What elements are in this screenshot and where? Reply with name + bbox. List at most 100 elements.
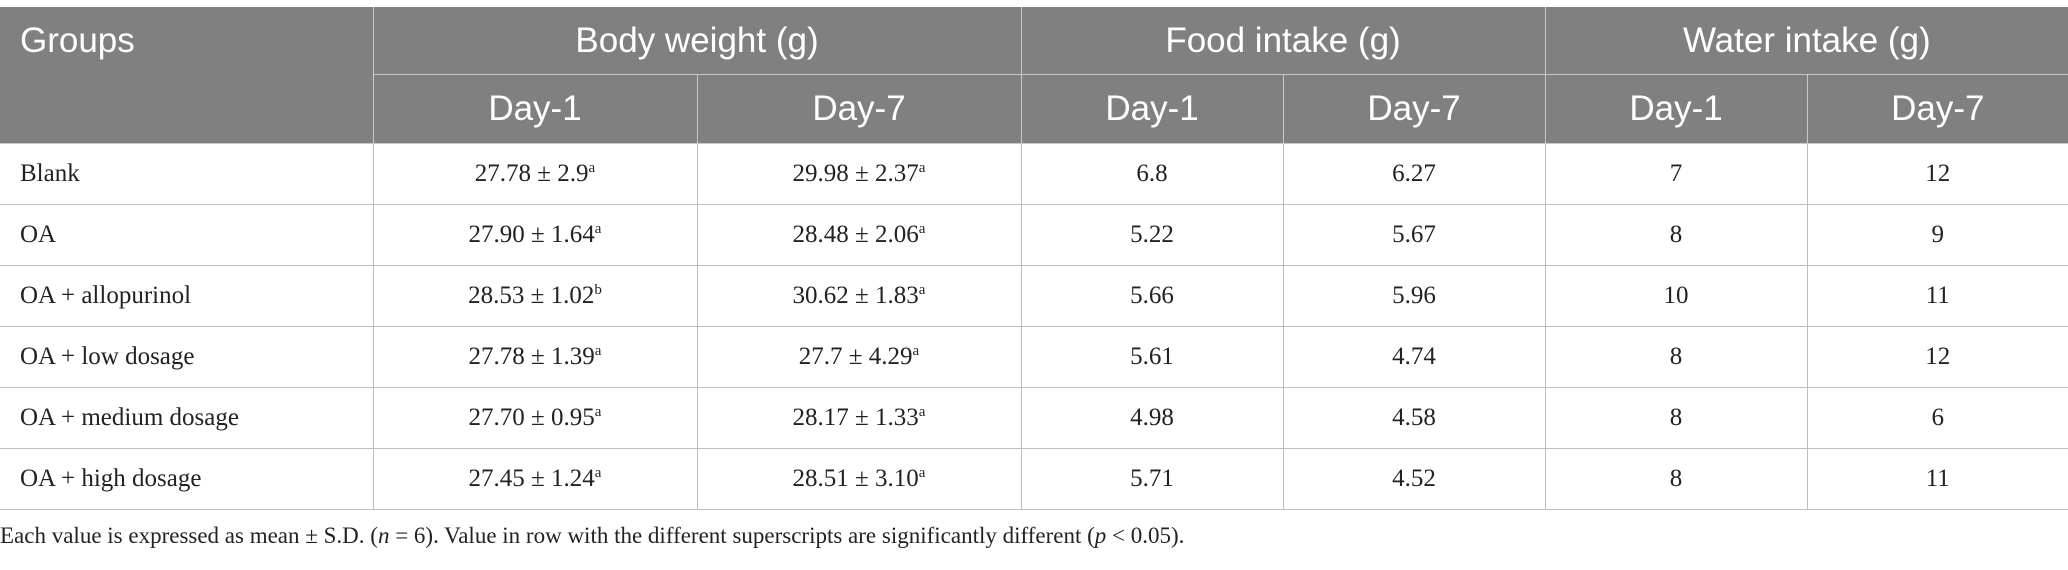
table-row: OA + allopurinol 28.53 ± 1.02b 30.62 ± 1.8… [0,265,2068,327]
significance-superscript: a [588,160,596,176]
cell-fi-day7: 5.67 [1283,204,1546,266]
cell-group-value: OA + allopurinol [20,282,192,309]
table-row: OA + high dosage 27.45 ± 1.24a 28.51 ± 3.1… [0,448,2068,510]
cell-bw-day7-value: 27.7 ± 4.29 [798,343,913,370]
cell-wi-day1: 8 [1545,448,1808,510]
header-row-2: Day-1 Day-7 Day-1 Day-7 Day-1 Day-7 [0,74,2068,144]
table-row: Blank 27.78 ± 2.9a 29.98 ± 2.37a 6.8 6.27 7 12 [0,143,2068,205]
cell-group-value: OA [20,221,57,248]
significance-superscript: a [594,465,602,481]
significance-superscript: a [912,343,920,359]
cell-group-value: OA + high dosage [20,465,202,492]
header-wi-day1: Day-1 [1545,74,1808,144]
cell-bw-day1: 27.70 ± 0.95a [373,387,698,449]
cell-fi-day7-value: 6.27 [1392,160,1436,187]
results-table-wrapper: Groups Body weight (g) Food intake (g) W… [0,7,2068,510]
cell-bw-day7-value: 29.98 ± 2.37 [792,160,919,187]
cell-fi-day1: 5.71 [1021,448,1284,510]
cell-bw-day7: 29.98 ± 2.37a [697,143,1022,205]
significance-superscript: a [918,404,926,420]
cell-wi-day7-value: 11 [1925,465,1950,492]
cell-wi-day7: 12 [1807,326,2068,388]
header-bw-day1: Day-1 [373,74,698,144]
header-bw-day7: Day-7 [697,74,1022,144]
cell-fi-day1: 5.22 [1021,204,1284,266]
cell-bw-day7: 28.48 ± 2.06a [697,204,1022,266]
cell-wi-day1-value: 8 [1669,221,1683,248]
cell-wi-day1-value: 8 [1669,404,1683,431]
significance-superscript: a [594,343,602,359]
cell-fi-day7-value: 4.52 [1392,465,1436,492]
table-footnote: Each value is expressed as mean ± S.D. (… [0,523,1184,549]
cell-bw-day7-value: 28.51 ± 3.10 [792,465,919,492]
cell-bw-day7-value: 30.62 ± 1.83 [792,282,919,309]
significance-superscript: b [594,282,602,298]
cell-wi-day1: 10 [1545,265,1808,327]
cell-group: OA + allopurinol [0,265,374,327]
cell-wi-day7-value: 6 [1931,404,1945,431]
significance-superscript: a [594,404,602,420]
cell-wi-day1: 7 [1545,143,1808,205]
table-body: Blank 27.78 ± 2.9a 29.98 ± 2.37a 6.8 6.27 7 12… [0,143,2068,510]
cell-wi-day1-value: 7 [1669,160,1683,187]
cell-fi-day7-value: 4.58 [1392,404,1436,431]
header-row-1: Groups Body weight (g) Food intake (g) W… [0,7,2068,144]
cell-fi-day7-value: 5.96 [1392,282,1436,309]
cell-wi-day7-value: 12 [1925,160,1951,187]
footnote-n-symbol: n [377,523,390,548]
cell-fi-day7: 4.52 [1283,448,1546,510]
cell-bw-day7-value: 28.17 ± 1.33 [792,404,919,431]
cell-fi-day1: 6.8 [1021,143,1284,205]
cell-group: OA [0,204,374,266]
cell-fi-day7: 4.58 [1283,387,1546,449]
cell-group-value: Blank [20,160,80,187]
cell-bw-day1-value: 28.53 ± 1.02 [468,282,595,309]
significance-superscript: a [594,221,602,237]
cell-group-value: OA + medium dosage [20,404,239,431]
cell-fi-day7: 6.27 [1283,143,1546,205]
table-row: OA + medium dosage 27.70 ± 0.95a 28.17 ± 1… [0,387,2068,449]
cell-wi-day7-value: 12 [1925,343,1951,370]
cell-bw-day1-value: 27.45 ± 1.24 [468,465,595,492]
table-header: Groups Body weight (g) Food intake (g) W… [0,7,2068,144]
cell-fi-day1-value: 5.61 [1130,343,1174,370]
cell-fi-day1-value: 5.71 [1130,465,1174,492]
cell-wi-day1-value: 8 [1669,343,1683,370]
cell-bw-day7: 30.62 ± 1.83a [697,265,1022,327]
cell-fi-day1: 4.98 [1021,387,1284,449]
cell-fi-day7-value: 5.67 [1392,221,1436,248]
cell-wi-day7: 12 [1807,143,2068,205]
cell-bw-day7-value: 28.48 ± 2.06 [792,221,919,248]
cell-bw-day7: 28.17 ± 1.33a [697,387,1022,449]
cell-wi-day7: 6 [1807,387,2068,449]
cell-wi-day1: 8 [1545,387,1808,449]
cell-wi-day1-value: 10 [1663,282,1689,309]
cell-wi-day7-value: 9 [1931,221,1945,248]
cell-bw-day7: 27.7 ± 4.29a [697,326,1022,388]
cell-bw-day1: 27.78 ± 1.39a [373,326,698,388]
cell-group: OA + medium dosage [0,387,374,449]
cell-fi-day1-value: 4.98 [1130,404,1174,431]
cell-bw-day1: 27.90 ± 1.64a [373,204,698,266]
header-water-intake: Water intake (g) [1545,7,2068,75]
header-food-intake: Food intake (g) [1021,7,1546,75]
significance-superscript: a [918,221,926,237]
cell-wi-day7: 11 [1807,265,2068,327]
cell-fi-day7: 5.96 [1283,265,1546,327]
header-fi-day7: Day-7 [1283,74,1546,144]
cell-group: Blank [0,143,374,205]
cell-group: OA + low dosage [0,326,374,388]
cell-bw-day1-value: 27.78 ± 1.39 [468,343,595,370]
cell-bw-day1-value: 27.90 ± 1.64 [468,221,595,248]
cell-fi-day7: 4.74 [1283,326,1546,388]
cell-wi-day7-value: 11 [1925,282,1950,309]
cell-fi-day7-value: 4.74 [1392,343,1436,370]
cell-wi-day1-value: 8 [1669,465,1683,492]
cell-bw-day1: 27.45 ± 1.24a [373,448,698,510]
cell-bw-day1-value: 27.78 ± 2.9 [474,160,589,187]
cell-bw-day7: 28.51 ± 3.10a [697,448,1022,510]
cell-wi-day1: 8 [1545,326,1808,388]
cell-wi-day1: 8 [1545,204,1808,266]
cell-fi-day1-value: 6.8 [1136,160,1168,187]
cell-wi-day7: 9 [1807,204,2068,266]
